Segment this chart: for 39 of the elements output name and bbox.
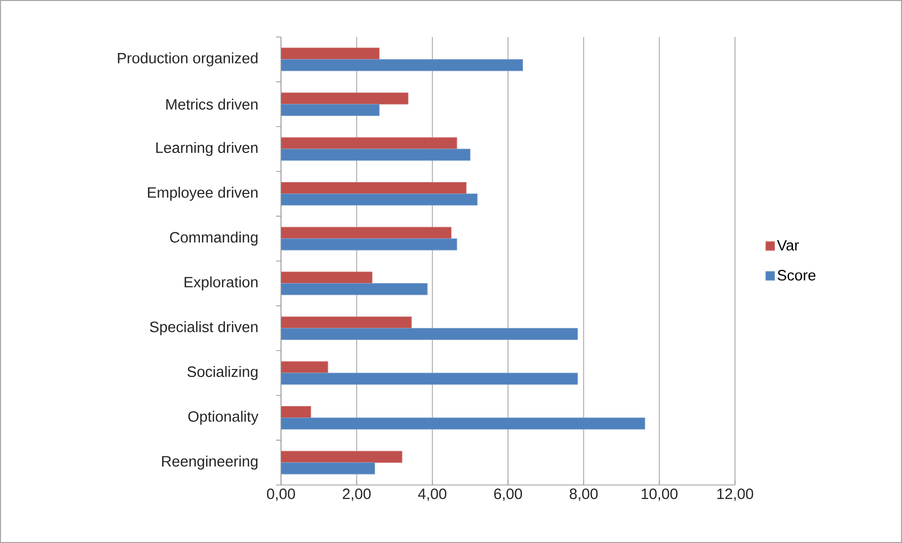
y-tick-label: Commanding bbox=[170, 232, 258, 246]
y-tick-label: Specialist driven bbox=[150, 321, 258, 336]
bar bbox=[281, 462, 376, 474]
bar bbox=[281, 406, 312, 418]
bar bbox=[281, 92, 408, 104]
bar bbox=[281, 283, 428, 296]
y-tick-label: Production organized bbox=[118, 52, 258, 66]
legend-label: Score bbox=[778, 270, 816, 281]
bar bbox=[281, 48, 380, 60]
x-tick-label: 12,00 bbox=[717, 488, 754, 501]
bar bbox=[281, 137, 458, 150]
y-tick-label: Socializing bbox=[187, 366, 258, 380]
bar bbox=[281, 372, 578, 385]
bar bbox=[281, 182, 467, 194]
x-tick-label: 2,00 bbox=[342, 488, 371, 501]
y-tick-label: Optionality bbox=[188, 410, 258, 425]
bar bbox=[281, 450, 402, 463]
bar bbox=[281, 361, 328, 374]
bar bbox=[281, 59, 524, 72]
y-tick-label: Reengineering bbox=[162, 456, 258, 470]
bar bbox=[281, 272, 372, 284]
bar bbox=[281, 194, 478, 206]
bar bbox=[281, 316, 412, 328]
x-tick-label: 8,00 bbox=[570, 488, 598, 501]
bar bbox=[281, 418, 646, 430]
bar bbox=[281, 226, 452, 239]
bar bbox=[281, 104, 380, 116]
y-tick-label: Metrics driven bbox=[166, 98, 258, 110]
y-tick-label: Exploration bbox=[184, 276, 258, 290]
y-tick-label: Learning driven bbox=[156, 142, 258, 156]
y-tick-label: Employee driven bbox=[148, 186, 258, 201]
legend-label: Var bbox=[777, 240, 799, 251]
bar bbox=[281, 238, 458, 250]
x-tick-label: 4,00 bbox=[418, 488, 446, 501]
x-tick-label: 6,00 bbox=[494, 488, 522, 501]
x-tick-label: 0,00 bbox=[266, 488, 296, 501]
bar bbox=[281, 148, 470, 161]
bar bbox=[281, 328, 578, 340]
x-tick-label: 10,00 bbox=[642, 488, 678, 501]
